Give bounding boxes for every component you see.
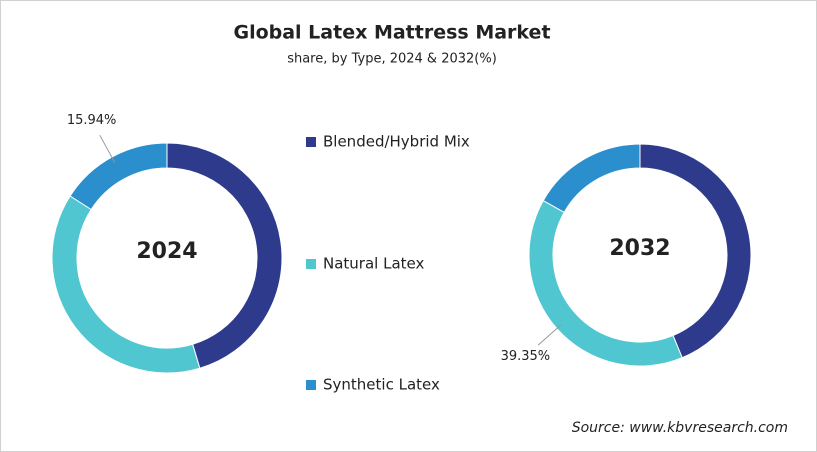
legend-swatch — [306, 259, 316, 269]
data-label: 39.35% — [501, 349, 551, 364]
legend-swatch — [306, 380, 316, 390]
chart-subtitle: share, by Type, 2024 & 2032(%) — [287, 52, 497, 67]
donut-segment — [69, 142, 168, 211]
leader-line — [537, 324, 562, 346]
legend-label: Blended/Hybrid Mix — [323, 133, 470, 151]
legend-label: Natural Latex — [323, 255, 424, 273]
legend-swatch — [306, 137, 316, 147]
center-label: 2032 — [609, 236, 670, 261]
center-label: 2024 — [136, 239, 197, 264]
chart-title: Global Latex Mattress Market — [233, 22, 550, 44]
donut-segment — [542, 143, 641, 214]
data-label: 15.94% — [67, 113, 117, 128]
source: Source: www.kbvresearch.com — [572, 420, 788, 436]
leader-line — [99, 134, 116, 163]
legend-label: Synthetic Latex — [323, 376, 440, 394]
